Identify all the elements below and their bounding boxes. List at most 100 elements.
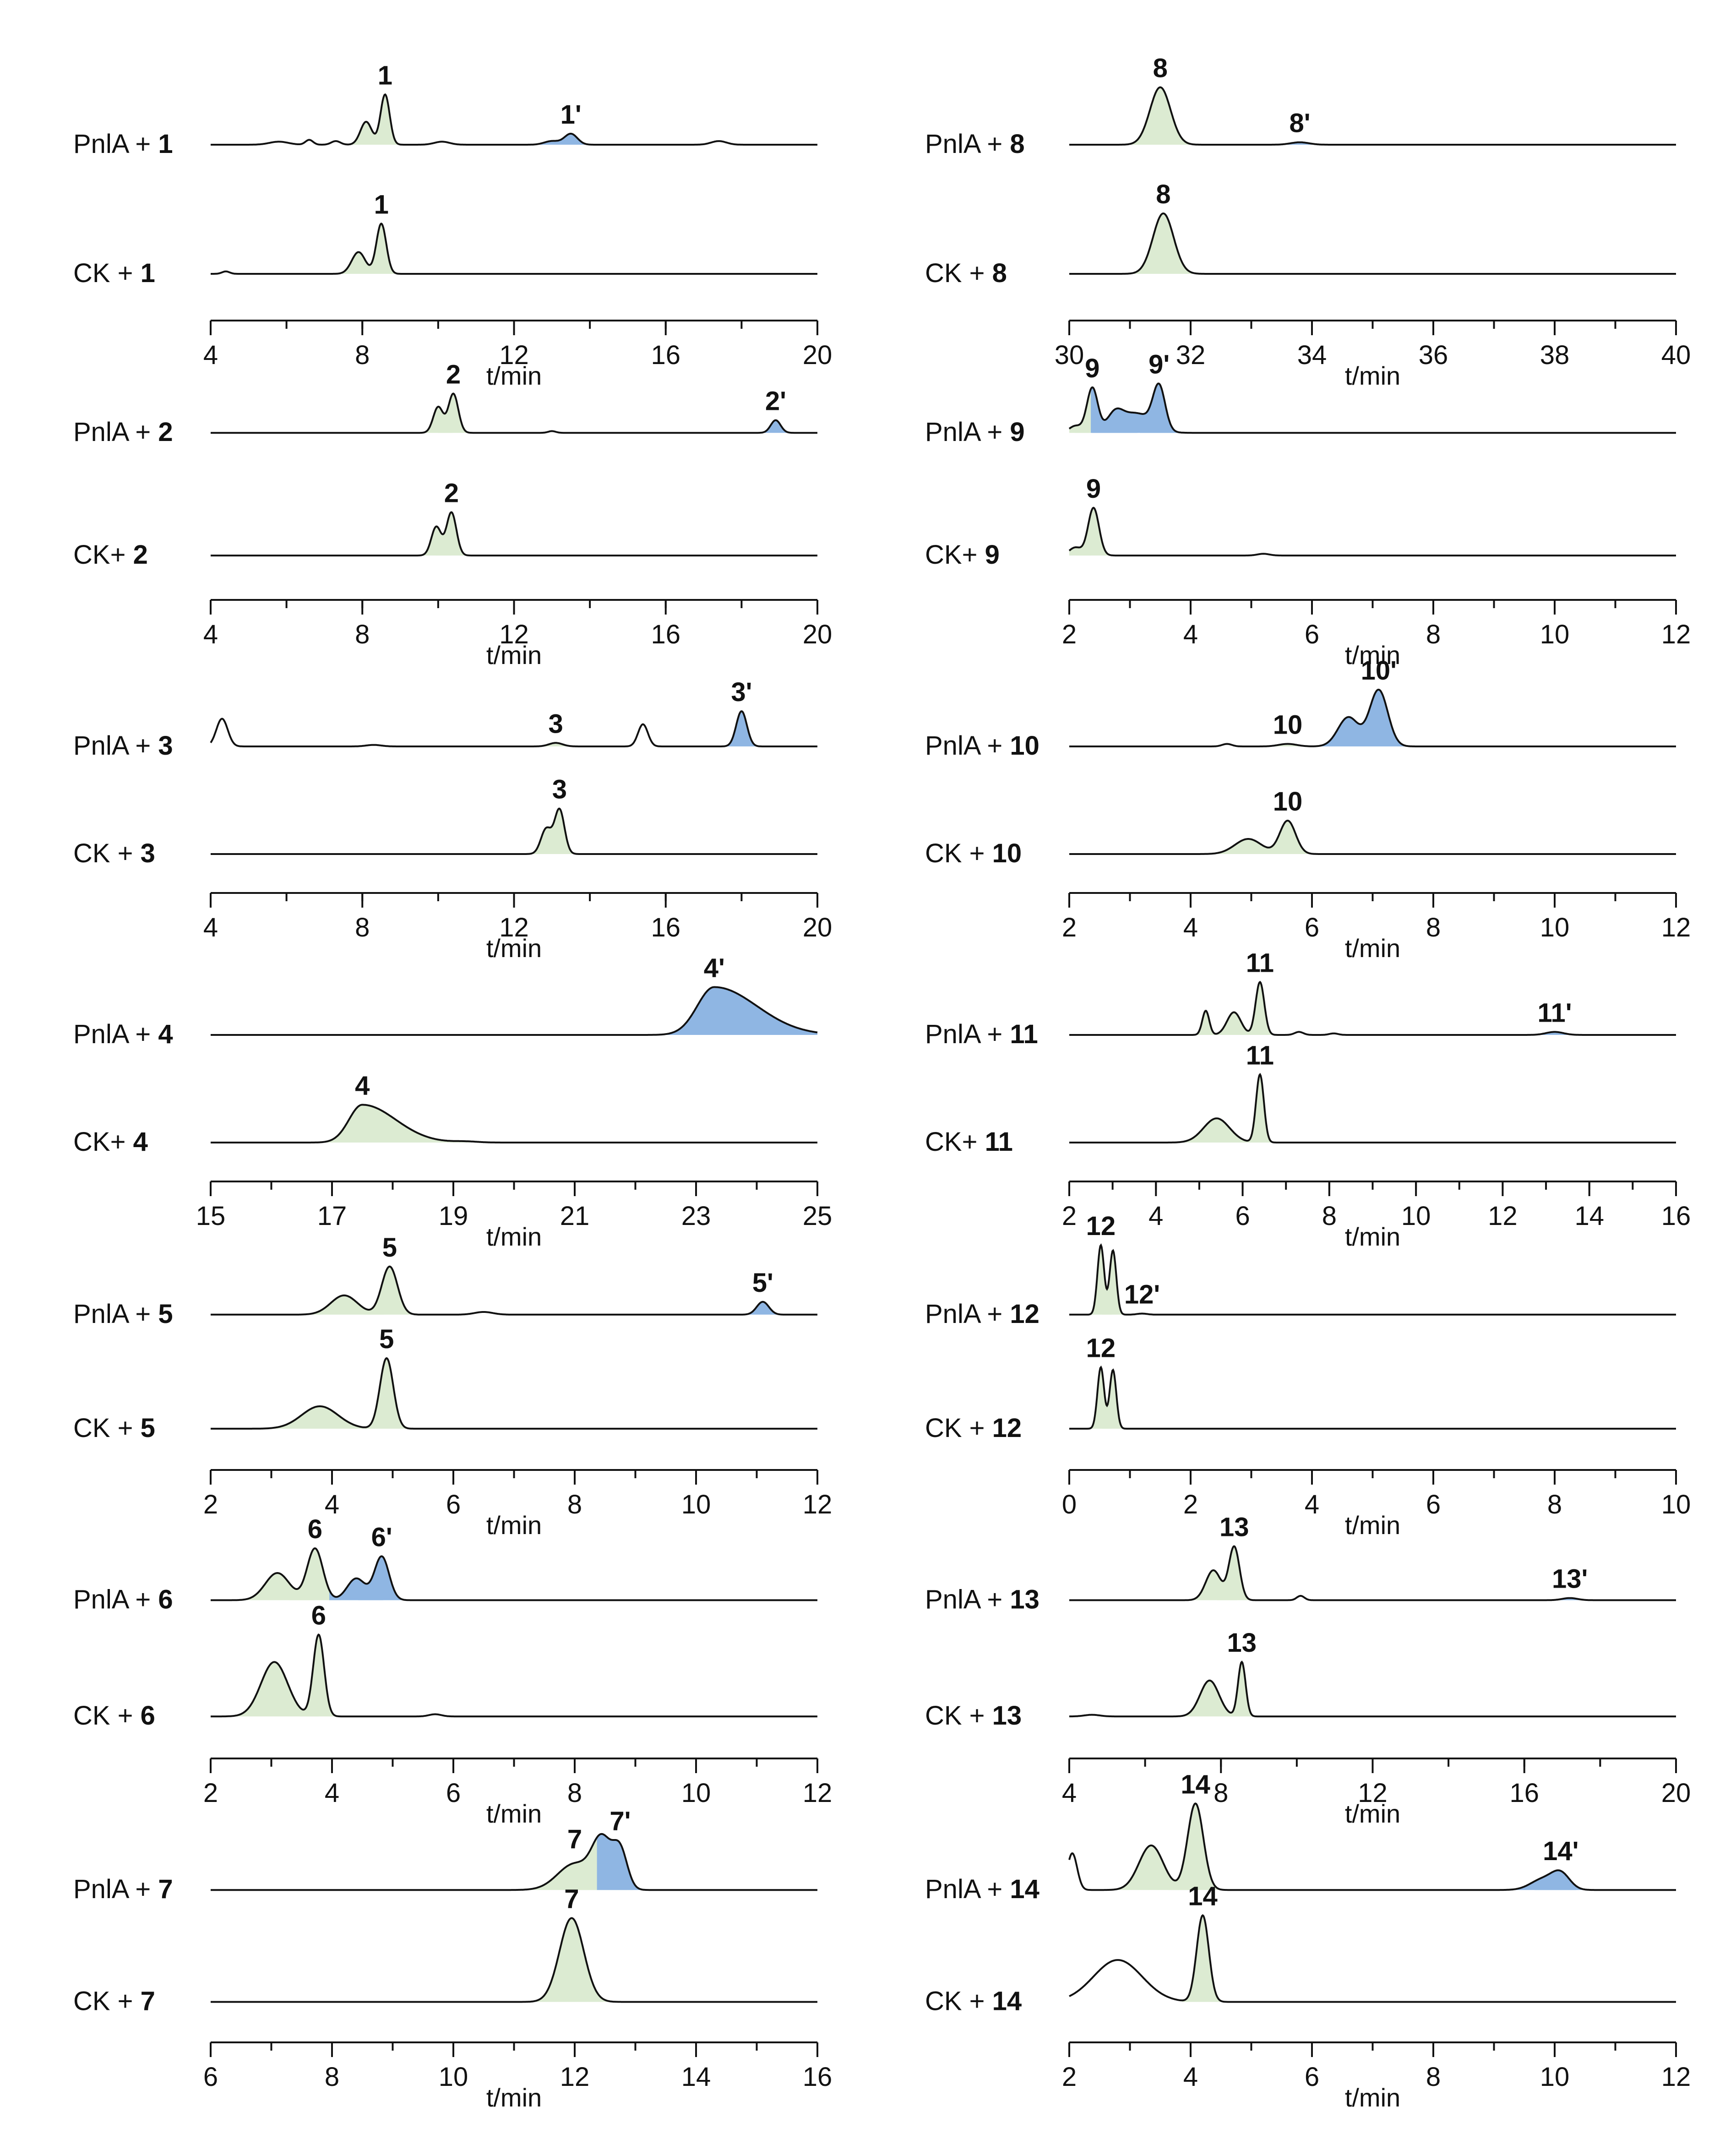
trace-label-prefix: CK +: [925, 258, 992, 288]
trace-label-compound: 2: [133, 540, 148, 570]
trace-label-prefix: PnlA +: [73, 1874, 158, 1904]
peak-label: 14: [1188, 1882, 1218, 1911]
x-axis-label: t/min: [1345, 1222, 1400, 1251]
trace-line: [1069, 1545, 1676, 1601]
trace-label-prefix: CK+: [925, 540, 985, 570]
trace-line: [211, 222, 817, 275]
peak-label: 5: [379, 1324, 394, 1354]
peak-label: 2': [765, 386, 786, 416]
trace-line: [211, 1104, 817, 1143]
trace-label-compound: 9: [985, 540, 1000, 570]
x-axis-label: t/min: [486, 1799, 542, 1828]
peak-label: 5: [382, 1233, 397, 1263]
x-axis: 15 17 19 21 23 25 t/min: [196, 1181, 832, 1251]
peak-label: 12: [1086, 1211, 1116, 1241]
product-peak-fill: [597, 1834, 644, 1890]
trace-label-prefix: CK+: [73, 540, 133, 570]
trace-label: PnlA + 4: [73, 1019, 173, 1049]
x-tick-label: 12: [803, 1490, 833, 1519]
x-axis-label: t/min: [1345, 2083, 1400, 2112]
trace-line: [211, 1357, 817, 1430]
peak-label: 6': [371, 1523, 392, 1552]
x-tick-label: 6: [1305, 913, 1319, 942]
x-tick-label: 10: [1661, 1490, 1691, 1519]
x-tick-label: 8: [1322, 1201, 1337, 1231]
trace-label-compound: 4: [133, 1127, 148, 1157]
trace-line: [1069, 212, 1676, 275]
trace-line: [1069, 86, 1676, 146]
trace-line: [1069, 1365, 1676, 1430]
x-tick-label: 4: [1305, 1490, 1319, 1519]
trace-p6-ck: 6CK + 6: [73, 1601, 817, 1731]
trace-label-prefix: PnlA +: [925, 1019, 1010, 1049]
trace-p5-ck: 5 CK + 5: [73, 1324, 817, 1443]
peak-label: 13: [1219, 1513, 1249, 1542]
peak-label: 14: [1181, 1769, 1210, 1799]
x-axis-label: t/min: [1345, 641, 1400, 669]
x-tick-label: 8: [355, 913, 370, 942]
peak-label: 10: [1273, 787, 1303, 816]
x-tick-label: 2: [1062, 1201, 1077, 1231]
trace-label-prefix: CK +: [925, 1413, 992, 1443]
trace-label-compound: 7: [141, 1987, 155, 2016]
x-axis: 2 4 6 8 10 12 t/min: [203, 1469, 833, 1540]
trace-p8-ck: 8CK + 8: [925, 180, 1676, 288]
trace-label-prefix: CK +: [925, 1987, 992, 2016]
x-tick-label: 15: [196, 1201, 226, 1231]
trace-line: [211, 1547, 817, 1601]
trace-label-prefix: PnlA +: [925, 1584, 1010, 1614]
trace-label: PnlA + 9: [925, 417, 1025, 447]
x-axis: 2 4 6 8 10 12 t/min: [203, 1758, 832, 1828]
trace-label: PnlA + 14: [925, 1874, 1039, 1904]
x-tick-label: 36: [1419, 340, 1448, 370]
x-tick-label: 6: [446, 1490, 461, 1519]
peak-label: 12': [1124, 1280, 1160, 1310]
trace-label: CK + 8: [925, 258, 1007, 288]
x-tick-label: 0: [1062, 1490, 1077, 1519]
trace-label: CK + 14: [925, 1987, 1022, 2016]
trace-label-prefix: PnlA +: [73, 1299, 158, 1329]
peak-label: 1: [378, 60, 392, 90]
trace-p9-pnla: 9 9' PnlA + 9: [925, 349, 1676, 447]
x-tick-label: 12: [499, 913, 529, 942]
trace-label: CK + 5: [73, 1413, 155, 1443]
x-axis-label: t/min: [486, 1511, 542, 1540]
peak-label: 1': [561, 100, 582, 130]
x-axis: 2 4 6 8 10 12 14 16 t/min: [1062, 1181, 1691, 1251]
peak-label: 7: [564, 1884, 579, 1914]
trace-line: [1068, 506, 1676, 557]
peak-label: 3: [548, 709, 563, 739]
trace-p7-pnla: 7 7' PnlA + 7: [73, 1806, 817, 1904]
trace-p3-pnla: 3 3' PnlA + 3: [73, 677, 817, 761]
x-tick-label: 14: [1574, 1201, 1604, 1231]
x-tick-label: 30: [1055, 340, 1084, 370]
x-axis: 2 4 6 8 10 12 t/min: [1062, 599, 1691, 669]
x-axis-label: t/min: [486, 641, 542, 669]
peak-label: 11: [1246, 948, 1274, 978]
peak-label: 4: [355, 1071, 370, 1101]
trace-label: CK + 3: [73, 838, 155, 868]
trace-line: [1069, 688, 1676, 747]
x-tick-label: 8: [567, 1778, 582, 1808]
peak-label: 3': [731, 677, 752, 707]
x-axis-label: t/min: [486, 934, 542, 963]
x-tick-label: 38: [1540, 340, 1570, 370]
x-axis-label: t/min: [1345, 934, 1400, 963]
x-tick-label: 4: [203, 913, 218, 942]
x-tick-label: 6: [446, 1778, 461, 1808]
trace-label-compound: 12: [1010, 1299, 1039, 1329]
trace-line: [211, 392, 817, 434]
trace-label: PnlA + 7: [73, 1874, 173, 1904]
trace-label-compound: 10: [992, 838, 1022, 868]
x-tick-label: 19: [439, 1201, 468, 1231]
trace-p5-pnla: 5 5' PnlA + 5: [73, 1233, 817, 1329]
trace-line: [211, 1265, 817, 1316]
peak-label: 1: [374, 190, 389, 219]
trace-label: CK+ 11: [925, 1127, 1013, 1157]
trace-p4-pnla: 4' PnlA + 4: [73, 953, 818, 1049]
x-tick-label: 8: [355, 620, 370, 649]
x-tick-label: 14: [681, 2062, 711, 2092]
